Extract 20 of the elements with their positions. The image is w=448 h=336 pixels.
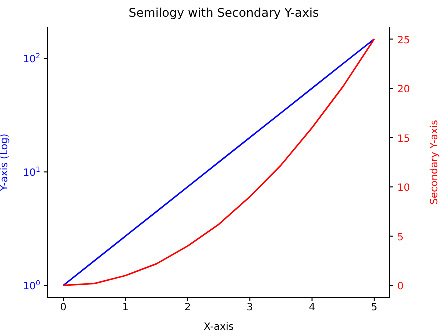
x-tick-label: 1: [122, 302, 129, 314]
y2-tick-label: 25: [398, 35, 410, 46]
y2-tick-label: 20: [398, 84, 410, 96]
y2-tick-label: 5: [398, 232, 404, 244]
chart-title: Semilogy with Secondary Y-axis: [128, 6, 320, 20]
y-tick-label: 10$^{2}$: [23, 52, 40, 66]
y-tick-label: 10$^{1}$: [23, 166, 40, 180]
x-axis-title: X-axis: [204, 322, 234, 333]
y2-tick-label: 15: [398, 134, 410, 145]
x-tick-label: 3: [246, 302, 254, 314]
x-tick-label: 2: [184, 302, 192, 314]
line-series: [62, 38, 376, 286]
y-tick-label: 10$^{0}$: [23, 280, 40, 293]
y2-axis-title: Secondary Y-axis: [430, 120, 441, 205]
x-tick-label: 5: [371, 302, 378, 314]
x-tick-label: 4: [309, 302, 316, 314]
y2-tick-label: 10: [398, 183, 410, 194]
x-tick-label: 0: [60, 302, 67, 314]
y2-tick-label: 0: [398, 282, 404, 293]
y-axis-title: Y-axis (Log): [0, 134, 11, 192]
